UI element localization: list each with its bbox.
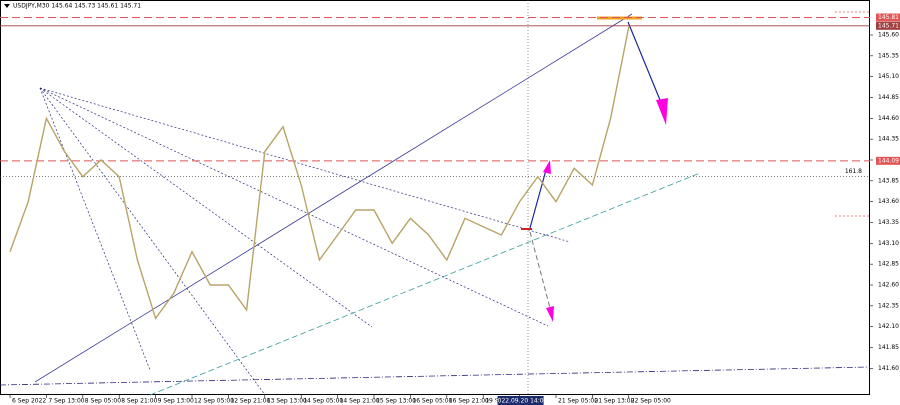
menu-icon — [4, 4, 10, 8]
y-tick-label: 142.85 — [878, 261, 899, 268]
y-tick-label: 144.85 — [878, 94, 899, 101]
y-tick-label: 144.60 — [878, 115, 899, 122]
x-tick-label: 13 Sep 13:00 — [267, 398, 307, 405]
level-label: 145.71 — [878, 22, 899, 29]
y-tick-label: 142.60 — [878, 282, 899, 289]
x-tick-label: 22 Sep 05:00 — [631, 398, 671, 405]
y-tick-label: 143.85 — [878, 177, 899, 184]
support-line — [0, 366, 871, 386]
x-tick-label: 12 Sep 05:00 — [194, 398, 234, 405]
x-tick-label: 14 Sep 21:00 — [340, 398, 380, 405]
arrow-head — [656, 98, 668, 125]
fan-lines — [39, 87, 571, 396]
arrow — [529, 169, 547, 229]
level-label-bg — [876, 156, 900, 165]
x-tick-label: 12 Sep 21:00 — [230, 398, 270, 405]
fibo-label: 161.8 — [845, 168, 862, 175]
y-tick-label: 143.60 — [878, 198, 899, 205]
x-tick-label: 14 Sep 05:00 — [303, 398, 343, 405]
y-tick-label: 145.10 — [878, 73, 899, 80]
y-tick-label: 142.35 — [878, 302, 899, 309]
chart-title: USDJPY,M30 145.64 145.73 145.61 145.71 — [13, 3, 141, 10]
arrow-head — [543, 160, 551, 174]
y-tick-label: 145.60 — [878, 32, 899, 39]
y-tick-label: 145.35 — [878, 52, 899, 59]
y-tick-label: 141.85 — [878, 344, 899, 351]
x-tick-label: 16 Sep 21:00 — [449, 398, 489, 405]
x-tick-label: 7 Sep 13:00 — [48, 398, 84, 405]
price-line — [9, 26, 630, 320]
trend-line — [34, 13, 633, 383]
cursor-label-bg — [497, 396, 544, 405]
arrow-head — [546, 306, 554, 322]
x-tick-label: 21 Sep 13:00 — [594, 398, 634, 405]
x-tick-label: 8 Sep 05:00 — [85, 398, 121, 405]
level-label-bg — [876, 21, 900, 30]
y-tick-label: 143.10 — [878, 240, 899, 247]
level-label-bg — [876, 13, 900, 22]
x-tick-label: 2022.09.20 14:00 — [494, 398, 548, 405]
arrow — [529, 231, 551, 309]
x-tick-label: 21 Sep 05:00 — [558, 398, 598, 405]
x-tick-label: 15 Sep 13:00 — [376, 398, 416, 405]
plot-frame — [0, 0, 870, 395]
x-tick-label: 6 Sep 2022 — [12, 398, 46, 405]
x-tick-label: 8 Sep 21:00 — [121, 398, 157, 405]
x-tick-label: 9 Sep 13:00 — [158, 398, 194, 405]
level-label: 145.81 — [878, 14, 899, 21]
level-label: 144.09 — [878, 157, 899, 164]
x-tick-label: 16 Sep 05:00 — [412, 398, 452, 405]
arrow — [627, 21, 661, 101]
y-tick-label: 142.10 — [878, 323, 899, 330]
y-tick-label: 141.60 — [878, 365, 899, 372]
y-tick-label: 143.35 — [878, 219, 899, 226]
y-tick-label: 144.35 — [878, 136, 899, 143]
